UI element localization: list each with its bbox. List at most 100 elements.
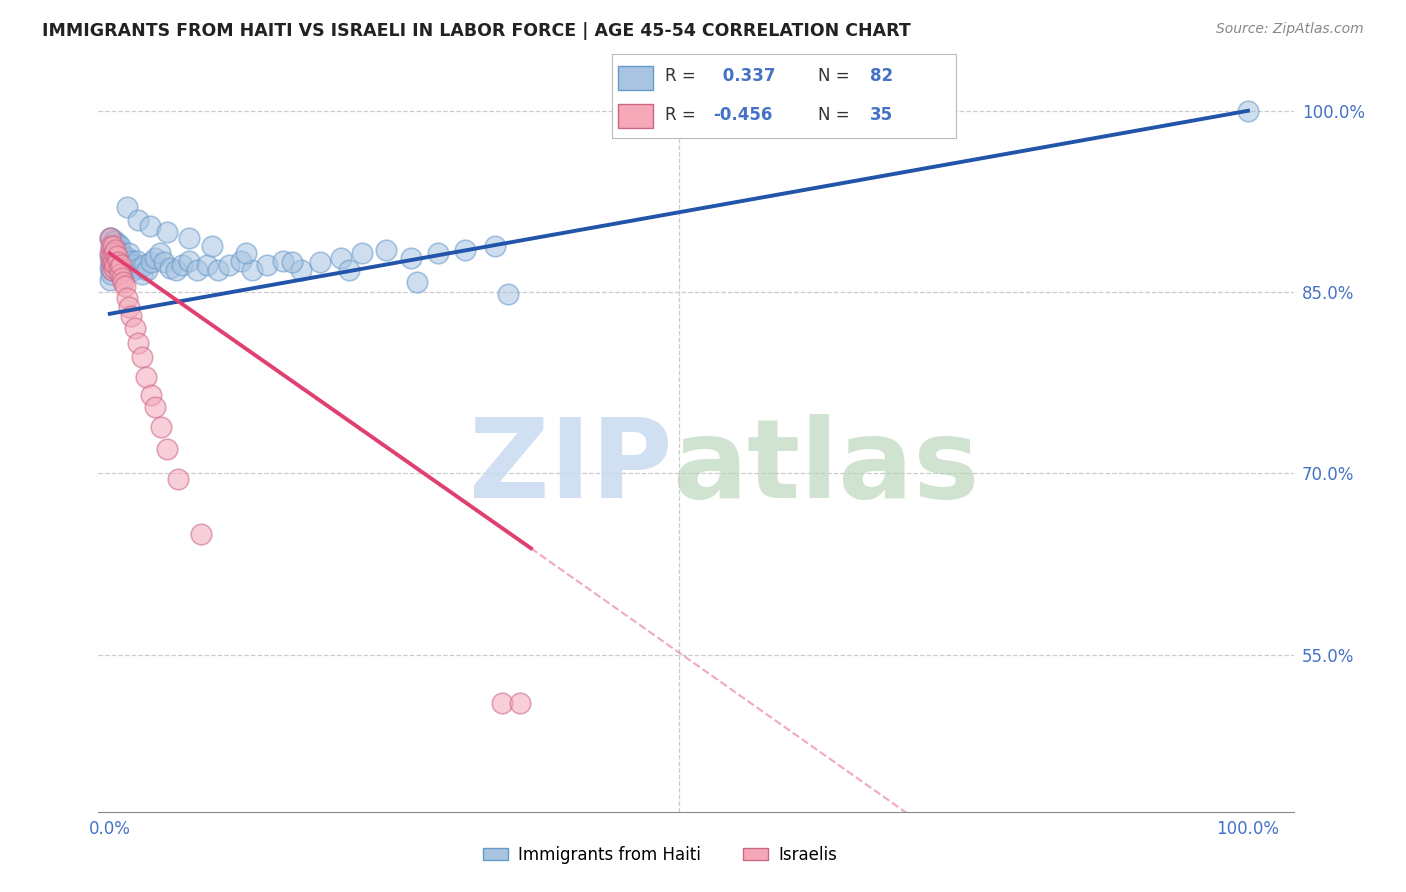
- Point: [179, 253, 201, 268]
- Point: [108, 243, 131, 257]
- Point: [103, 253, 125, 268]
- Point: [167, 472, 190, 486]
- Point: [201, 239, 224, 253]
- Point: [132, 259, 155, 273]
- Point: [108, 253, 131, 268]
- Point: [103, 259, 125, 273]
- FancyBboxPatch shape: [619, 66, 652, 90]
- Point: [138, 219, 160, 233]
- Point: [110, 260, 132, 275]
- Point: [150, 420, 173, 434]
- Point: [290, 263, 312, 277]
- Text: ZIP: ZIP: [468, 414, 672, 521]
- Text: atlas: atlas: [672, 414, 980, 521]
- Point: [100, 255, 122, 269]
- Point: [103, 246, 125, 260]
- Point: [337, 263, 360, 277]
- Point: [190, 526, 212, 541]
- Point: [153, 255, 176, 269]
- Point: [195, 259, 218, 273]
- Point: [271, 253, 294, 268]
- Point: [107, 255, 129, 269]
- Point: [179, 230, 201, 244]
- Point: [156, 225, 179, 239]
- Point: [105, 253, 128, 268]
- Point: [121, 263, 143, 277]
- Point: [115, 201, 138, 215]
- Point: [401, 251, 423, 265]
- Point: [118, 300, 141, 314]
- Point: [329, 251, 352, 265]
- Point: [103, 260, 125, 275]
- Point: [484, 239, 506, 253]
- Point: [108, 257, 131, 271]
- Point: [104, 246, 127, 260]
- Text: R =: R =: [665, 68, 696, 86]
- Point: [426, 246, 449, 260]
- Point: [235, 246, 257, 260]
- Point: [107, 236, 129, 251]
- Point: [105, 239, 128, 253]
- Point: [114, 263, 136, 277]
- Text: 35: 35: [870, 105, 893, 123]
- Point: [112, 259, 135, 273]
- Point: [496, 287, 519, 301]
- Point: [107, 251, 129, 265]
- Point: [139, 255, 162, 269]
- Point: [131, 351, 153, 365]
- Point: [98, 246, 121, 260]
- Point: [115, 291, 138, 305]
- Point: [101, 251, 124, 265]
- Legend: Immigrants from Haiti, Israelis: Immigrants from Haiti, Israelis: [477, 839, 844, 871]
- Point: [100, 243, 122, 257]
- Point: [454, 243, 477, 257]
- Point: [98, 230, 121, 244]
- Text: R =: R =: [665, 105, 696, 123]
- Point: [143, 251, 166, 265]
- Text: IMMIGRANTS FROM HAITI VS ISRAELI IN LABOR FORCE | AGE 45-54 CORRELATION CHART: IMMIGRANTS FROM HAITI VS ISRAELI IN LABO…: [42, 22, 911, 40]
- Point: [103, 235, 125, 249]
- Point: [100, 230, 122, 244]
- Point: [218, 259, 240, 273]
- Point: [114, 251, 136, 265]
- Point: [103, 246, 125, 260]
- Point: [101, 249, 124, 263]
- Point: [103, 239, 125, 253]
- Text: N =: N =: [818, 68, 849, 86]
- Point: [108, 239, 131, 253]
- Point: [352, 246, 374, 260]
- Point: [149, 246, 172, 260]
- Point: [120, 310, 142, 324]
- Point: [406, 276, 429, 290]
- Point: [124, 259, 146, 273]
- Point: [156, 442, 179, 457]
- Point: [159, 260, 181, 275]
- Point: [101, 263, 124, 277]
- Point: [114, 279, 136, 293]
- Point: [98, 230, 121, 244]
- Point: [104, 235, 127, 249]
- Point: [309, 255, 332, 269]
- Point: [101, 263, 124, 277]
- Point: [101, 236, 124, 251]
- Point: [127, 335, 149, 350]
- Point: [98, 273, 121, 287]
- Point: [131, 267, 153, 281]
- Y-axis label: In Labor Force | Age 45-54: In Labor Force | Age 45-54: [0, 336, 8, 538]
- Text: Source: ZipAtlas.com: Source: ZipAtlas.com: [1216, 22, 1364, 37]
- Point: [110, 259, 132, 273]
- Point: [118, 246, 141, 260]
- Point: [127, 212, 149, 227]
- FancyBboxPatch shape: [619, 104, 652, 128]
- Point: [375, 243, 398, 257]
- Point: [128, 260, 150, 275]
- Point: [124, 321, 146, 335]
- Point: [104, 257, 127, 271]
- Point: [165, 263, 187, 277]
- Point: [103, 239, 125, 253]
- Point: [103, 255, 125, 269]
- Point: [108, 267, 131, 281]
- Point: [115, 259, 138, 273]
- Text: -0.456: -0.456: [713, 105, 773, 123]
- Point: [104, 243, 127, 257]
